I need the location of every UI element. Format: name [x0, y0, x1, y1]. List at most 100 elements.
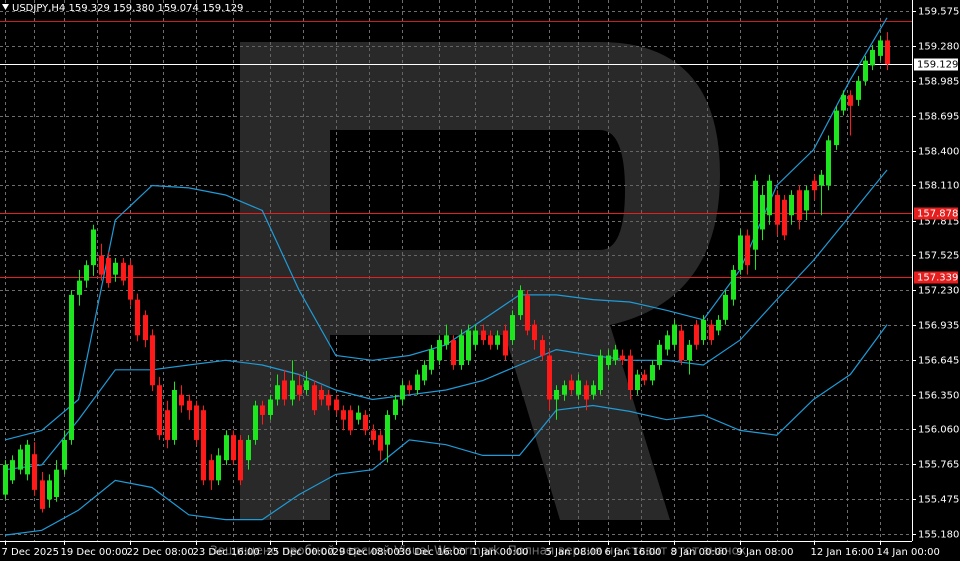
candle-body — [84, 265, 89, 281]
candle-body — [297, 385, 302, 395]
candle-body — [40, 480, 45, 509]
candle-body — [201, 410, 206, 481]
y-tick-label: 157.230 — [918, 286, 959, 297]
x-tick-label: 19 Dec 00:00 — [61, 547, 128, 558]
candle-body — [687, 344, 692, 361]
candle-body — [106, 258, 111, 283]
x-tick-label: 12 Jan 16:00 — [811, 547, 874, 558]
price-level-box — [914, 271, 958, 284]
candle-body — [584, 385, 589, 400]
candle-body — [459, 335, 464, 366]
candle-body — [260, 405, 265, 415]
candle-body — [613, 349, 618, 361]
y-tick-label: 156.060 — [918, 425, 959, 436]
candle-body — [290, 380, 295, 400]
candle-body — [312, 385, 317, 411]
candle-body — [62, 439, 67, 470]
x-tick-label: 6 Jan 16:00 — [605, 547, 662, 558]
candle-body — [488, 335, 493, 345]
candle-body — [165, 410, 170, 440]
candle-body — [562, 385, 567, 395]
candle-body — [804, 190, 809, 211]
watermark-logo — [240, 42, 720, 520]
candle-body — [642, 374, 647, 381]
candle-body — [3, 464, 8, 495]
x-tick-label: 1 Jan 00:00 — [472, 547, 529, 558]
candle-body — [407, 385, 412, 390]
candle-body — [540, 340, 545, 356]
candle-body — [672, 324, 677, 345]
candle-body — [782, 199, 787, 236]
candle-body — [275, 385, 280, 400]
candle-body — [812, 180, 817, 191]
x-tick-label: 22 Dec 08:00 — [127, 547, 194, 558]
candle-body — [532, 324, 537, 341]
candle-body — [246, 439, 251, 461]
candle-body — [731, 269, 736, 300]
candle-body — [157, 385, 162, 436]
candle-body — [826, 140, 831, 186]
candle-body — [10, 460, 15, 481]
candle-body — [224, 435, 229, 461]
candle-body — [113, 262, 118, 275]
candle-body — [32, 454, 37, 490]
candle-body — [18, 449, 23, 470]
candle-body — [91, 229, 96, 266]
candle-body — [135, 299, 140, 336]
candle-body — [348, 410, 353, 431]
candle-body — [738, 235, 743, 270]
x-tick-label: 5 Jan 08:00 — [546, 547, 603, 558]
candle-body — [473, 330, 478, 345]
candle-body — [767, 180, 772, 216]
y-tick-label: 158.695 — [918, 112, 959, 123]
candle-body — [503, 330, 508, 356]
candle-body — [760, 194, 765, 230]
candle-body — [385, 414, 390, 445]
bollinger-band — [4, 324, 888, 536]
candle-body — [326, 394, 331, 406]
candle-body — [635, 374, 640, 390]
price-level-label: 157.878 — [917, 209, 958, 220]
candle-body — [606, 355, 611, 366]
candle-body — [856, 80, 861, 100]
price-level-box — [914, 58, 958, 71]
y-tick-label: 155.765 — [918, 460, 959, 471]
y-tick-label: 155.475 — [918, 495, 959, 506]
candle-body — [848, 95, 853, 106]
x-tick-label: 9 Jan 08:00 — [737, 547, 794, 558]
candle-body — [775, 194, 780, 225]
candle-body — [495, 335, 500, 345]
y-tick-label: 158.400 — [918, 147, 959, 158]
candle-body — [745, 235, 750, 266]
candle-body — [121, 262, 126, 281]
x-tick-label: 23 Dec 16:00 — [193, 547, 260, 558]
candle-body — [378, 435, 383, 451]
y-tick-label: 158.110 — [918, 181, 959, 192]
y-tick-label: 157.815 — [918, 217, 959, 228]
candle-body — [150, 335, 155, 386]
candle-body — [304, 380, 309, 390]
candle-body — [694, 324, 699, 345]
y-tick-label: 158.985 — [918, 77, 959, 88]
candle-body — [69, 294, 74, 440]
candle-body — [481, 330, 486, 341]
candle-body — [510, 315, 515, 341]
y-tick-label: 155.180 — [918, 530, 959, 541]
candle-body — [231, 435, 236, 461]
x-tick-label: 14 Jan 00:00 — [877, 547, 940, 558]
candle-body — [870, 49, 875, 66]
candle-body — [54, 469, 59, 498]
candle-body — [25, 444, 30, 475]
candle-body — [841, 95, 846, 111]
candle-body — [569, 380, 574, 390]
candle-body — [789, 194, 794, 216]
candle-body — [878, 40, 883, 56]
y-tick-label: 159.280 — [918, 42, 959, 53]
candle-body — [282, 380, 287, 400]
candle-body — [400, 385, 405, 400]
candle-body — [128, 265, 133, 300]
y-tick-label: 159.575 — [918, 7, 959, 18]
candle-body — [268, 399, 273, 415]
candle-body — [356, 412, 361, 420]
candle-body — [187, 400, 192, 411]
